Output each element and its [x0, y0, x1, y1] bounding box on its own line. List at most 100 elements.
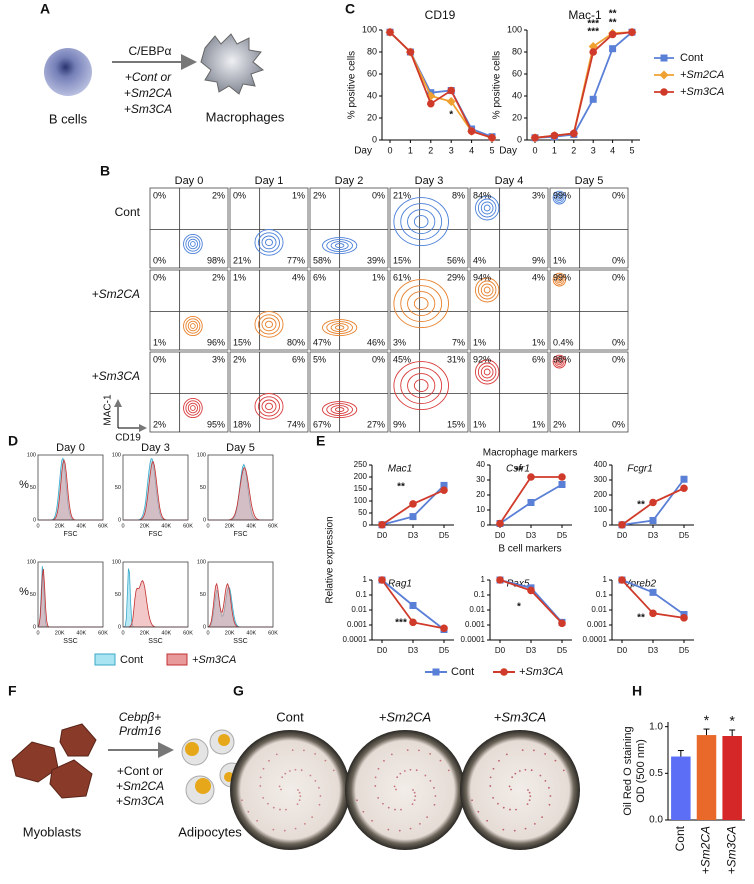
legend-label: Cont	[680, 52, 703, 64]
quadrant-percent: 3%	[393, 337, 406, 347]
quadrant-percent: 92%	[473, 354, 491, 364]
quadrant-percent: 56%	[447, 255, 465, 265]
x-tick-label: 2	[428, 145, 433, 155]
stain-dot	[403, 770, 406, 772]
x-tick-label: D5	[557, 646, 568, 655]
contour	[413, 379, 429, 393]
quadrant-percent: 0%	[372, 354, 385, 364]
marker	[447, 86, 456, 95]
stain-dot	[489, 776, 492, 779]
contour	[334, 325, 345, 331]
stain-dot	[527, 789, 529, 791]
stain-dot	[262, 767, 265, 770]
quadrant-percent: 1%	[473, 419, 486, 429]
quadrant-percent: 4%	[292, 272, 305, 282]
annotation: *	[517, 602, 521, 613]
stain-dot	[508, 785, 511, 788]
quadrant-percent: 5%	[313, 354, 326, 364]
stain-dot	[298, 791, 301, 794]
x-tick-label: 60K	[183, 523, 193, 529]
stain-dot	[447, 769, 450, 772]
marker	[589, 48, 597, 56]
quadrant-percent: 1%	[532, 419, 545, 429]
stain-dot	[505, 753, 508, 756]
histogram	[38, 458, 103, 521]
stain-dot	[281, 776, 284, 779]
x-tick-label: 0	[206, 630, 209, 636]
y-tick-label: 30	[476, 475, 485, 484]
contour	[185, 400, 201, 416]
quadrant-percent: 77%	[287, 255, 305, 265]
quadrant-percent: 6%	[292, 354, 305, 364]
contour	[552, 354, 567, 369]
marker	[378, 576, 386, 584]
stain-dot	[524, 827, 527, 830]
contour	[187, 402, 199, 414]
y-tick-label: 100	[112, 452, 121, 458]
annotation: *	[704, 712, 710, 728]
stain-dot	[409, 827, 412, 830]
y-tick-label: 0.01	[591, 605, 607, 614]
x-tick-label: 20K	[225, 523, 235, 529]
quadrant-percent: 4%	[532, 272, 545, 282]
histogram-frame	[207, 454, 274, 521]
marker	[440, 486, 448, 495]
day-label: Day 5	[575, 175, 604, 187]
factor-label: Cebpβ+	[119, 710, 162, 724]
stain-dot	[509, 808, 511, 811]
marker	[628, 28, 636, 36]
quadrant-percent: 99%	[553, 272, 571, 282]
contour	[261, 399, 277, 414]
cell-label: Adipocytes	[178, 824, 242, 839]
cell-label: Macrophages	[206, 109, 285, 124]
stain-dot	[314, 779, 317, 782]
x-tick-label: 60K	[268, 630, 278, 636]
contour	[190, 405, 196, 411]
x-tick-label: D5	[439, 531, 450, 540]
contour	[480, 283, 494, 297]
histogram	[37, 566, 103, 628]
day-label: Day 3	[415, 175, 444, 187]
stain-dot	[324, 759, 327, 762]
marker	[409, 500, 417, 508]
x-tick-label: D5	[679, 646, 690, 655]
quadrant-percent: 8%	[452, 190, 465, 200]
axis-label: FSC	[149, 531, 163, 538]
marker	[467, 127, 476, 135]
stain-dot	[284, 772, 287, 775]
marker	[570, 129, 578, 138]
x-tick-label: 40K	[76, 523, 86, 529]
stain-dot	[285, 808, 287, 811]
y-tick-label: 400	[594, 460, 608, 469]
quadrant-percent: 2%	[233, 354, 246, 364]
x-axis-label: Day	[354, 146, 372, 157]
y-tick-label: 0.01	[351, 605, 367, 614]
x-tick-label: 1	[408, 145, 413, 155]
marker	[660, 54, 668, 62]
stain-dot	[377, 797, 380, 799]
marker	[558, 481, 566, 488]
contour	[400, 367, 443, 405]
histogram-frame	[207, 561, 274, 628]
marker	[409, 601, 417, 609]
section-header: B cell markers	[498, 544, 561, 555]
x-tick-label: 0	[121, 630, 124, 636]
y-axis-label: Oil Red O staining	[622, 726, 634, 815]
quadrant-percent: 0%	[372, 190, 385, 200]
histogram	[208, 467, 273, 521]
y-tick-label: 100	[27, 559, 36, 565]
contour	[393, 197, 449, 247]
stain-dot	[471, 799, 473, 802]
marker	[618, 576, 626, 584]
contour	[393, 279, 449, 329]
stain-dot	[414, 795, 417, 798]
contour	[258, 396, 280, 417]
quadrant-percent: 7%	[452, 337, 465, 347]
stain-dot	[399, 772, 402, 775]
contour	[475, 277, 500, 303]
day-label: Day 5	[226, 442, 255, 454]
x-tick-label: 20K	[140, 523, 150, 529]
x-tick-label: D0	[617, 646, 628, 655]
factor-label: Prdm16	[119, 724, 161, 738]
flow-plot	[149, 187, 229, 269]
